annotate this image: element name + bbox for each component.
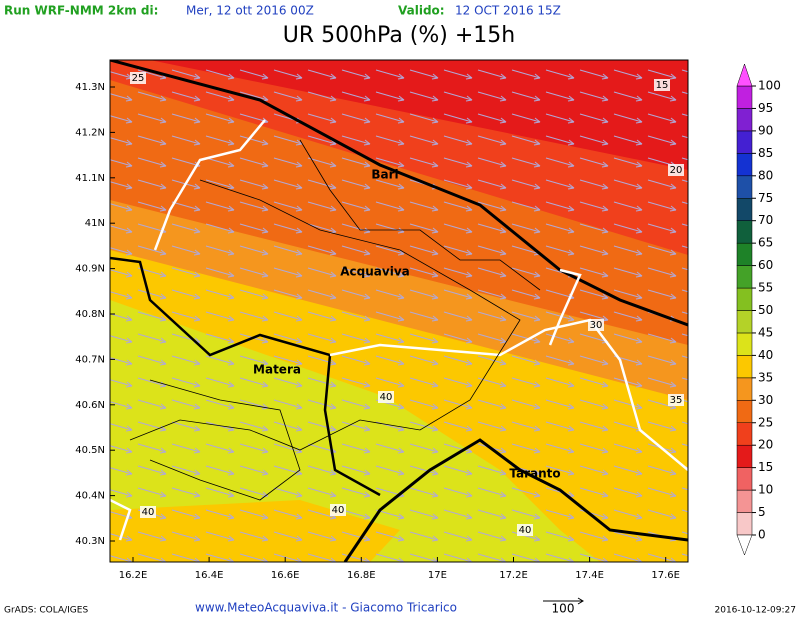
- timestamp: 2016-10-12-09:27: [715, 606, 797, 616]
- contour-label: 40: [142, 507, 155, 518]
- colorbar-label: 40: [758, 348, 773, 362]
- lon-label: 16.2E: [119, 570, 148, 581]
- contour-label-box: [130, 72, 146, 84]
- contour-label-box: [140, 506, 156, 518]
- valid-date: 12 OCT 2016 15Z: [455, 4, 561, 18]
- colorbar-label: 45: [758, 325, 773, 339]
- lat-label: 40.6N: [75, 400, 105, 411]
- colorbar-label: 55: [758, 281, 773, 295]
- contour-label-box: [517, 524, 533, 536]
- contour-label-box: [654, 79, 670, 91]
- lat-label: 40.3N: [75, 536, 105, 547]
- colorbar-label: 70: [758, 213, 773, 227]
- colorbar-under: [736, 534, 753, 556]
- colorbar-label: 85: [758, 146, 773, 160]
- contour-label: 25: [132, 73, 145, 84]
- contour-label-box: [668, 394, 684, 406]
- lon-label: 16.4E: [195, 570, 224, 581]
- contour-label: 35: [670, 395, 683, 406]
- contour-label: 40: [332, 505, 345, 516]
- lat-label: 40.5N: [75, 445, 105, 456]
- contour-label-box: [378, 391, 394, 403]
- colorbar-bin: [736, 467, 753, 491]
- colorbar-label: 20: [758, 438, 773, 452]
- colorbar-bin: [736, 355, 753, 379]
- city-label: Bari: [371, 168, 398, 182]
- vector-arrowhead: [577, 597, 584, 605]
- colorbar-bin: [736, 175, 753, 199]
- contour-label: 15: [656, 80, 669, 91]
- colorbar-bin: [736, 512, 753, 536]
- colorbar-bin: [736, 400, 753, 423]
- lon-label: 16.8E: [347, 570, 376, 581]
- city-label: Acquaviva: [340, 265, 410, 279]
- colorbar-bin: [736, 130, 753, 154]
- lat-label: 40.4N: [75, 491, 105, 502]
- colorbar-label: 65: [758, 236, 773, 250]
- lon-label: 17.2E: [499, 570, 528, 581]
- map-fields: [110, 60, 688, 562]
- contour-label: 30: [590, 320, 603, 331]
- software: GrADS: COLA/IGES: [4, 606, 88, 616]
- colorbar-bin: [736, 220, 753, 244]
- colorbar-bin: [736, 332, 753, 356]
- contour-label: 40: [519, 525, 532, 536]
- lon-label: 16.6E: [271, 570, 300, 581]
- vector-scale: 100: [552, 602, 575, 616]
- colorbar-bin: [736, 310, 753, 334]
- colorbar-over: [736, 63, 753, 87]
- colorbar-label: 100: [758, 79, 781, 93]
- colorbar-bin: [736, 198, 753, 221]
- lat-label: 41.2N: [75, 127, 105, 138]
- colorbar-bin: [736, 489, 753, 513]
- lat-label: 40.7N: [75, 354, 105, 365]
- colorbar-label: 90: [758, 123, 773, 137]
- colorbar-label: 30: [758, 393, 773, 407]
- run-date: Mer, 12 ott 2016 00Z: [186, 4, 314, 18]
- title: UR 500hPa (%) +15h: [283, 23, 516, 48]
- lat-label: 41N: [85, 218, 105, 229]
- map-frame: [109, 59, 689, 563]
- colorbar-label: 35: [758, 370, 773, 384]
- contour-label: 20: [670, 165, 683, 176]
- lat-label: 41.3N: [75, 82, 105, 93]
- colorbar-label: 50: [758, 303, 773, 317]
- colorbar-bin: [736, 422, 753, 446]
- colorbar-bin: [736, 444, 753, 468]
- colorbar-bin: [736, 265, 753, 289]
- lon-label: 17.4E: [575, 570, 604, 581]
- colorbar-label: 25: [758, 415, 773, 429]
- credit: www.MeteoAcquaviva.it - Giacomo Tricaric…: [195, 601, 457, 615]
- colorbar-bin: [736, 85, 753, 109]
- valid-label: Valido:: [398, 4, 445, 18]
- run-label: Run WRF-NMM 2km di:: [4, 4, 158, 18]
- colorbar-bin: [736, 242, 753, 266]
- colorbar-label: 80: [758, 168, 773, 182]
- contour-label-box: [330, 504, 346, 516]
- colorbar-label: 5: [758, 505, 766, 519]
- colorbar-label: 60: [758, 258, 773, 272]
- contour-label-box: [668, 164, 684, 176]
- lon-label: 17E: [428, 570, 447, 581]
- colorbar-label: 75: [758, 191, 773, 205]
- colorbar-bin: [736, 108, 753, 132]
- lat-label: 40.9N: [75, 264, 105, 275]
- colorbar-label: 0: [758, 528, 766, 542]
- contour-label-box: [588, 319, 604, 331]
- colorbar-label: 10: [758, 483, 773, 497]
- lon-label: 17.6E: [651, 570, 680, 581]
- contour-label: 40: [380, 392, 393, 403]
- city-label: Taranto: [509, 467, 560, 481]
- city-label: Matera: [253, 363, 301, 377]
- colorbar-bin: [736, 377, 753, 401]
- lat-label: 41.1N: [75, 173, 105, 184]
- colorbar-bin: [736, 153, 753, 177]
- colorbar-bin: [736, 287, 753, 311]
- colorbar-label: 95: [758, 101, 773, 115]
- lat-label: 40.8N: [75, 309, 105, 320]
- colorbar-label: 15: [758, 460, 773, 474]
